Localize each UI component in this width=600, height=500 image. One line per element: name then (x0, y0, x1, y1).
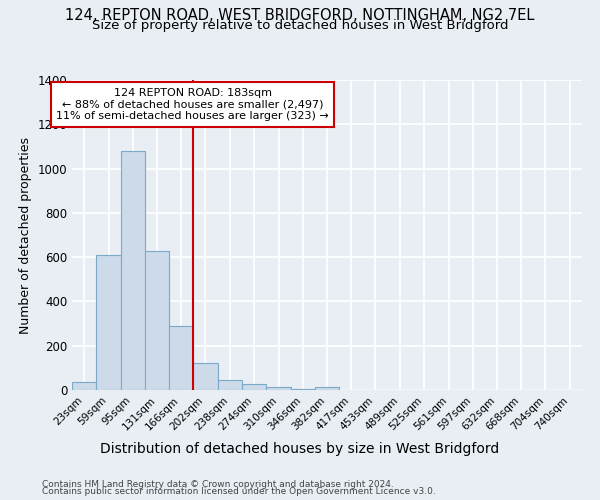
Text: 124 REPTON ROAD: 183sqm
← 88% of detached houses are smaller (2,497)
11% of semi: 124 REPTON ROAD: 183sqm ← 88% of detache… (56, 88, 329, 121)
Bar (97, 255, 121, 390)
Text: Size of property relative to detached houses in West Bridgford: Size of property relative to detached ho… (92, 19, 508, 32)
Y-axis label: Number of detached properties: Number of detached properties (19, 136, 32, 334)
Bar (266, 386, 291, 390)
Bar (169, 326, 193, 390)
Bar (218, 380, 242, 390)
Bar (315, 386, 339, 390)
Bar (121, 151, 145, 390)
Bar (291, 389, 315, 390)
Bar (72, 382, 97, 390)
Bar (193, 364, 218, 390)
Text: Distribution of detached houses by size in West Bridgford: Distribution of detached houses by size … (100, 442, 500, 456)
Bar (145, 250, 169, 390)
Text: Contains HM Land Registry data © Crown copyright and database right 2024.: Contains HM Land Registry data © Crown c… (42, 480, 394, 489)
Bar (242, 384, 266, 390)
Text: 124, REPTON ROAD, WEST BRIDGFORD, NOTTINGHAM, NG2 7EL: 124, REPTON ROAD, WEST BRIDGFORD, NOTTIN… (65, 8, 535, 22)
Text: Contains public sector information licensed under the Open Government Licence v3: Contains public sector information licen… (42, 488, 436, 496)
